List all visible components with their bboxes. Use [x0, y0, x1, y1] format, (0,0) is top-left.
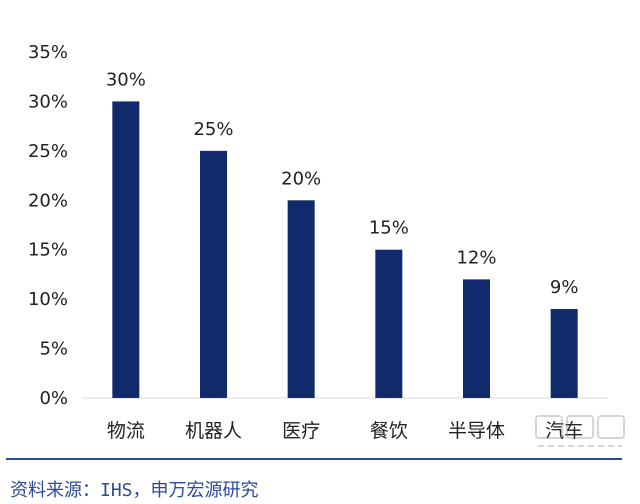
y-tick-label: 5%	[39, 339, 68, 360]
bar	[112, 101, 140, 398]
bar	[287, 200, 315, 398]
y-tick-label: 25%	[28, 141, 68, 162]
category-label: 半导体	[448, 420, 505, 442]
data-label: 12%	[456, 247, 496, 268]
category-label: 餐饮	[370, 420, 408, 442]
bar-chart: 0% 5% 10% 15% 20% 25% 30% 35% 30% 25% 20% 15% 12% 9%…	[28, 42, 608, 442]
data-label: 15%	[369, 218, 409, 239]
category-label: 医疗	[282, 420, 320, 442]
category-labels: 物流 机器人 医疗 餐饮 半导体 汽车	[107, 420, 583, 442]
y-tick-label: 20%	[28, 190, 68, 211]
data-label: 20%	[281, 168, 321, 189]
category-label: 机器人	[185, 420, 242, 442]
bar	[463, 279, 490, 398]
y-tick-label: 0%	[39, 388, 68, 409]
bar	[550, 309, 578, 398]
bar	[375, 249, 403, 398]
data-labels: 30% 25% 20% 15% 12% 9%	[106, 69, 579, 298]
y-tick-label: 35%	[28, 42, 68, 63]
y-tick-label: 10%	[28, 289, 68, 310]
y-tick-label: 15%	[28, 240, 68, 261]
category-label: 物流	[107, 420, 145, 442]
data-label: 30%	[106, 69, 146, 90]
watermark-logo-icon	[535, 415, 625, 447]
bars	[112, 101, 578, 398]
category-label: 汽车	[545, 420, 583, 442]
data-label: 25%	[193, 119, 233, 140]
bar	[200, 150, 227, 398]
y-axis-ticks: 0% 5% 10% 15% 20% 25% 30% 35%	[28, 42, 68, 409]
source-note: 资料来源：IHS，申万宏源研究	[10, 480, 259, 501]
footer-divider	[6, 458, 622, 460]
y-tick-label: 30%	[28, 91, 68, 112]
data-label: 9%	[550, 277, 579, 298]
